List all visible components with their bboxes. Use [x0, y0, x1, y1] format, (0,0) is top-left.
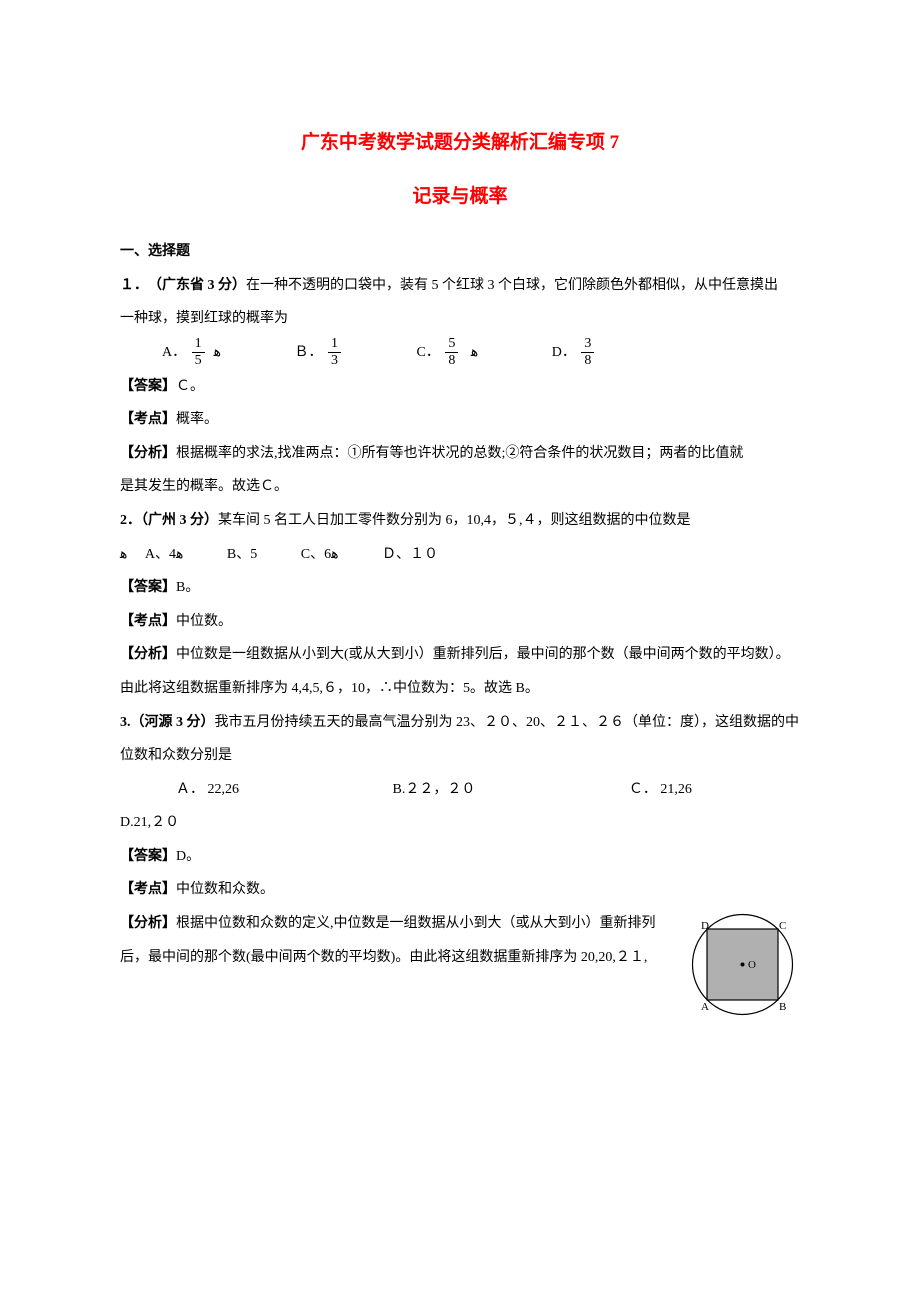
- q1-option-b: Ｂ． 13: [295, 336, 344, 370]
- frac-num: 3: [581, 337, 594, 353]
- label-d: D: [701, 920, 709, 932]
- q1-optD-label: D．: [552, 345, 576, 360]
- q3-stem: 3.（河源 3 分）我市五月份持续五天的最高气温分别为 23、２０、20、２１、…: [120, 706, 800, 773]
- q1-option-a: A． 15 ﻫ: [162, 336, 221, 370]
- q1-fenxi-a: 【分析】根据概率的求法,找准两点：①所有等也许状况的总数;②符合条件的状况数目；…: [120, 437, 800, 471]
- q2-answer: 【答案】B。: [120, 571, 800, 605]
- frac-num: 5: [445, 337, 458, 353]
- q2-number: 2．: [120, 513, 141, 528]
- label-c: C: [779, 920, 786, 932]
- q3-options: Ａ． 22,26 B.２２，２０ Ｃ． 21,26: [120, 773, 800, 807]
- period-mark: ﻫ: [464, 345, 478, 360]
- kaodian-label: 【考点】: [120, 614, 176, 629]
- doc-title-line1: 广东中考数学试题分类解析汇编专项 7: [120, 120, 800, 166]
- kaodian-text: 中位数和众数。: [176, 882, 274, 897]
- q1-option-c: C． 58 ﻫ: [417, 336, 479, 370]
- frac-den: 5: [192, 353, 205, 368]
- q1-option-d: D． 38: [552, 336, 597, 370]
- answer-label: 【答案】: [120, 849, 176, 864]
- q2-kaodian: 【考点】中位数。: [120, 605, 800, 639]
- frac-den: 8: [581, 353, 594, 368]
- q1-optC-label: C．: [417, 345, 440, 360]
- q3-source: （河源 3 分）: [131, 715, 215, 730]
- fraction: 15: [192, 337, 205, 368]
- q3-number: 3.: [120, 715, 131, 730]
- q1-number: １．: [120, 278, 155, 293]
- q2-option-a: A、4ﻫ: [145, 538, 184, 572]
- label-a: A: [701, 1001, 709, 1013]
- q2-option-b: B、5: [227, 538, 257, 572]
- q1-text-b: 一种球，摸到红球的概率为: [120, 302, 800, 336]
- q3-option-a: Ａ． 22,26: [176, 773, 239, 807]
- leading-mark: ﻫ: [120, 547, 141, 562]
- q1-optA-label: A．: [162, 345, 186, 360]
- period-mark: ﻫ: [210, 345, 221, 360]
- q2-source: （广州 3 分）: [141, 513, 218, 528]
- q1-options: A． 15 ﻫ Ｂ． 13 C． 58 ﻫ D． 38: [120, 336, 800, 370]
- label-o: O: [748, 959, 756, 971]
- center-dot: [741, 963, 745, 967]
- kaodian-text: 概率。: [176, 412, 218, 427]
- kaodian-text: 中位数。: [176, 614, 232, 629]
- fenxi-text-a: 根据概率的求法,找准两点：①所有等也许状况的总数;②符合条件的状况数目；两者的比…: [176, 446, 743, 461]
- frac-num: 1: [192, 337, 205, 353]
- q1-kaodian: 【考点】概率。: [120, 403, 800, 437]
- answer-text: B。: [176, 580, 199, 595]
- circle-square-figure: D C A B O: [685, 907, 800, 1036]
- q1-source: （广东省 3 分）: [155, 278, 246, 293]
- answer-text: Ｃ。: [176, 379, 204, 394]
- q3-option-b: B.２２，２０: [393, 773, 476, 807]
- q3-option-d-line: D.21,２０: [120, 806, 800, 840]
- fenxi-label: 【分析】: [120, 916, 176, 931]
- answer-label: 【答案】: [120, 580, 176, 595]
- doc-title-line2: 记录与概率: [120, 174, 800, 220]
- kaodian-label: 【考点】: [120, 882, 176, 897]
- geometry-svg: D C A B O: [685, 907, 800, 1022]
- q1-optB-label: Ｂ．: [295, 345, 323, 360]
- label-b: B: [779, 1001, 786, 1013]
- fraction: 13: [328, 337, 341, 368]
- q3-answer: 【答案】D。: [120, 840, 800, 874]
- frac-den: 8: [445, 353, 458, 368]
- q1-text-a: 在一种不透明的口袋中，装有 5 个红球 3 个白球，它们除颜色外都相似，从中任意…: [246, 278, 778, 293]
- q2-text: 某车间 5 名工人日加工零件数分别为 6，10,4，５,４，则这组数据的中位数是: [218, 513, 691, 528]
- fenxi-label: 【分析】: [120, 446, 176, 461]
- q1-answer: 【答案】Ｃ。: [120, 370, 800, 404]
- q3-text: 我市五月份持续五天的最高气温分别为 23、２０、20、２１、２６（单位：度），这…: [120, 715, 799, 764]
- fraction: 38: [581, 337, 594, 368]
- fenxi-label: 【分析】: [120, 647, 176, 662]
- q2-stem: 2．（广州 3 分）某车间 5 名工人日加工零件数分别为 6，10,4，５,４，…: [120, 504, 800, 538]
- frac-num: 1: [328, 337, 341, 353]
- kaodian-label: 【考点】: [120, 412, 176, 427]
- fraction: 58: [445, 337, 458, 368]
- q1-fenxi-b: 是其发生的概率。故选Ｃ。: [120, 470, 800, 504]
- q2-option-c: C、6ﻫ: [301, 538, 339, 572]
- q1-stem: １． （广东省 3 分）在一种不透明的口袋中，装有 5 个红球 3 个白球，它们…: [120, 269, 800, 303]
- q2-fenxi: 【分析】中位数是一组数据从小到大(或从大到小）重新排列后，最中间的那个数（最中间…: [120, 638, 800, 705]
- q2-options: ﻫ A、4ﻫ B、5 C、6ﻫ Ｄ、１０: [120, 538, 800, 572]
- frac-den: 3: [328, 353, 341, 368]
- q3-kaodian: 【考点】中位数和众数。: [120, 873, 800, 907]
- fenxi-text: 中位数是一组数据从小到大(或从大到小）重新排列后，最中间的那个数（最中间两个数的…: [120, 647, 790, 696]
- q2-option-d: Ｄ、１０: [382, 538, 438, 572]
- answer-label: 【答案】: [120, 379, 176, 394]
- q3-option-c: Ｃ． 21,26: [629, 782, 692, 797]
- answer-text: D。: [176, 849, 200, 864]
- fenxi-text: 根据中位数和众数的定义,中位数是一组数据从小到大（或从大到小）重新排列后，最中间…: [120, 916, 656, 965]
- section-1-heading: 一、选择题: [120, 235, 800, 269]
